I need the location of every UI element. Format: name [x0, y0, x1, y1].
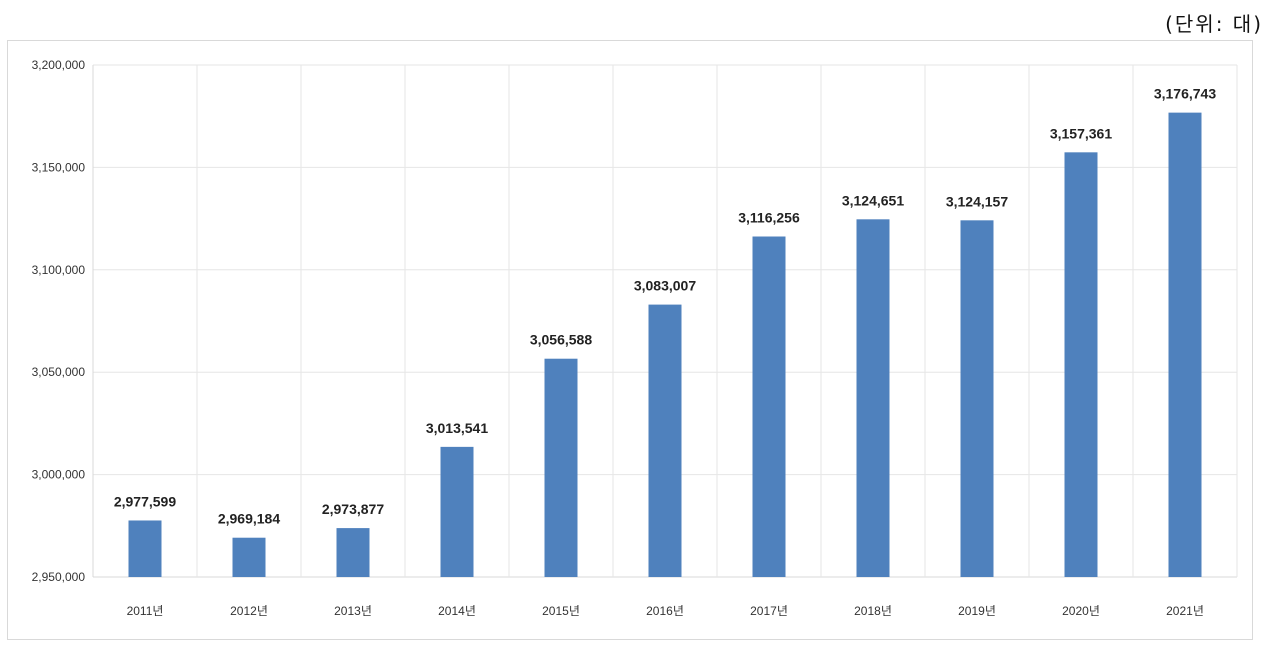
bar	[648, 304, 682, 577]
x-tick-label: 2011년	[127, 604, 164, 618]
y-tick-label: 3,050,000	[32, 365, 86, 379]
x-tick-label: 2013년	[334, 604, 372, 618]
x-tick-label: 2017년	[750, 604, 788, 618]
data-label: 3,083,007	[634, 278, 696, 294]
x-tick-label: 2021년	[1166, 604, 1204, 618]
x-tick-label: 2019년	[958, 604, 996, 618]
bar	[752, 236, 786, 578]
data-label: 3,116,256	[738, 210, 800, 226]
data-label: 3,124,651	[842, 192, 904, 208]
data-label: 3,157,361	[1050, 125, 1112, 141]
x-tick-label: 2012년	[230, 604, 268, 618]
y-tick-label: 2,950,000	[32, 570, 86, 584]
chart-frame	[7, 40, 1253, 640]
y-tick-label: 3,150,000	[32, 160, 86, 174]
bar	[960, 220, 994, 577]
y-tick-label: 3,200,000	[32, 58, 86, 72]
x-tick-label: 2018년	[854, 604, 892, 618]
x-tick-label: 2020년	[1062, 604, 1100, 618]
bar	[440, 446, 474, 577]
bar	[544, 358, 578, 577]
bar	[232, 537, 266, 577]
data-label: 3,013,541	[426, 420, 488, 436]
unit-label: (단위: 대)	[1165, 12, 1263, 36]
data-label: 3,124,157	[946, 193, 1008, 209]
data-label: 3,176,743	[1154, 86, 1216, 102]
y-tick-label: 3,100,000	[32, 263, 86, 277]
data-label: 2,977,599	[114, 493, 176, 509]
data-label: 2,969,184	[218, 511, 280, 527]
bar	[1064, 152, 1098, 577]
x-tick-label: 2015년	[542, 604, 580, 618]
bar	[856, 219, 890, 577]
bar	[336, 528, 370, 577]
data-label: 2,973,877	[322, 501, 384, 517]
bar	[128, 520, 162, 577]
x-tick-label: 2016년	[646, 604, 684, 618]
y-tick-label: 3,000,000	[32, 468, 86, 482]
bar	[1168, 112, 1202, 577]
x-tick-label: 2014년	[438, 604, 476, 618]
data-label: 3,056,588	[530, 332, 592, 348]
